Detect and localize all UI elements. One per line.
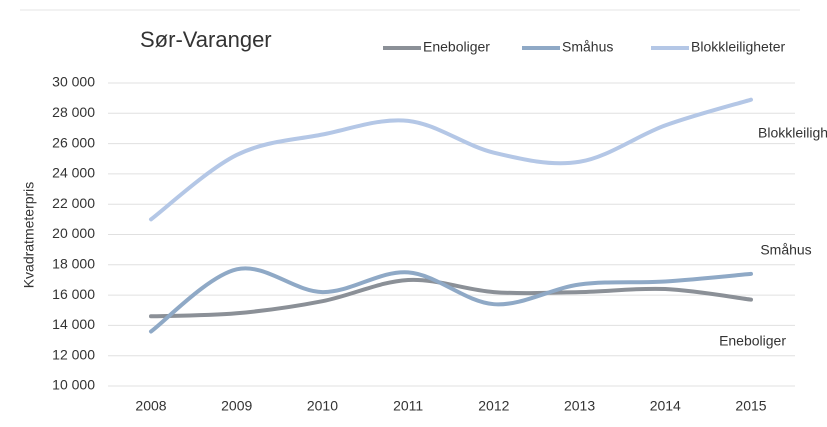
x-tick-label: 2010 <box>307 398 338 414</box>
y-tick-label: 26 000 <box>52 134 95 150</box>
x-tick-label: 2012 <box>478 398 509 414</box>
series-line <box>149 277 753 319</box>
y-tick-label: 20 000 <box>52 225 95 241</box>
legend-label: Blokkleiligheter <box>691 39 785 55</box>
series-annotation: Blokkleiligheter <box>758 125 827 141</box>
y-tick-label: 28 000 <box>52 104 95 120</box>
series-annotation: Eneboliger <box>719 333 786 349</box>
y-tick-label: 16 000 <box>52 286 95 302</box>
y-tick-label: 14 000 <box>52 316 95 332</box>
x-tick-label: 2011 <box>393 398 423 414</box>
y-tick-label: 22 000 <box>52 195 95 211</box>
series-line <box>149 97 753 222</box>
x-tick-label: 2008 <box>135 398 166 414</box>
legend-label: Småhus <box>562 39 613 55</box>
y-tick-label: 30 000 <box>52 74 95 90</box>
y-tick-label: 12 000 <box>52 346 95 362</box>
x-tick-label: 2009 <box>221 398 252 414</box>
series-line <box>149 266 753 334</box>
series-annotation: Småhus <box>760 242 811 258</box>
y-tick-label: 24 000 <box>52 165 95 181</box>
chart-title: Sør-Varanger <box>140 27 272 52</box>
y-tick-label: 10 000 <box>52 377 95 393</box>
x-tick-label: 2015 <box>735 398 766 414</box>
legend-label: Eneboliger <box>423 39 490 55</box>
y-tick-label: 18 000 <box>52 256 95 272</box>
x-tick-label: 2014 <box>650 398 681 414</box>
x-tick-label: 2013 <box>564 398 595 414</box>
y-axis-label: Kvadratmeterpris <box>21 182 37 289</box>
